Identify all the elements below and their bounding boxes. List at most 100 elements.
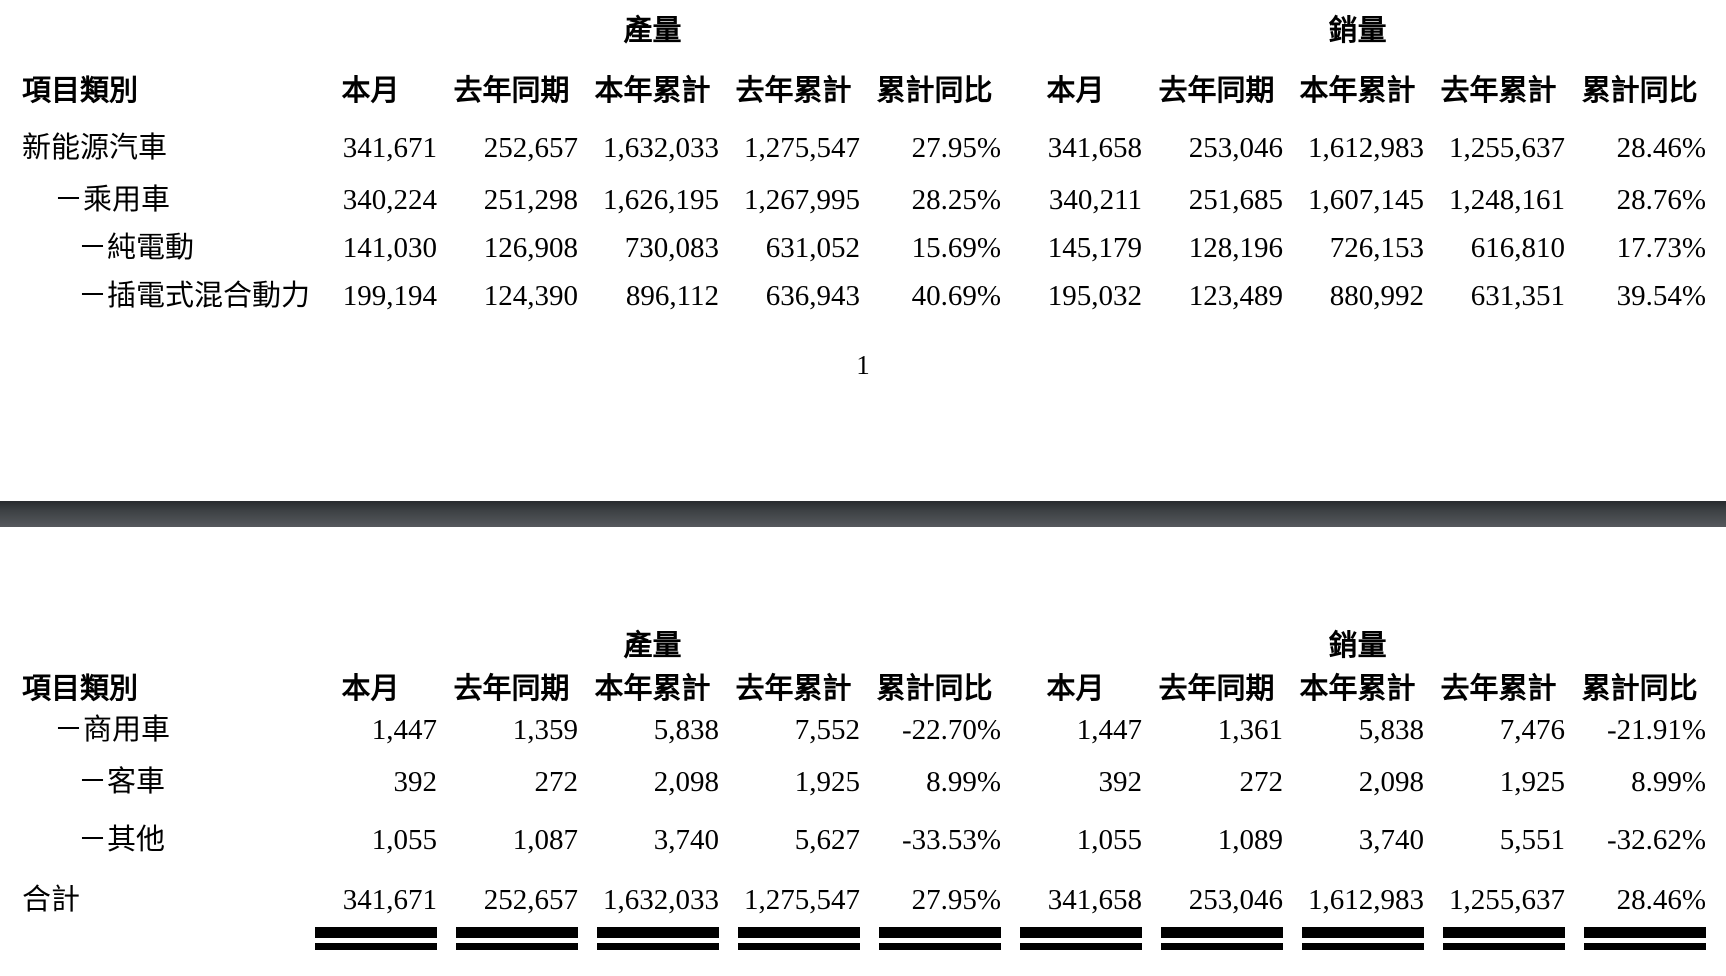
value-cell: 3,740	[1358, 824, 1425, 856]
total-value: 1,612,983	[1308, 884, 1425, 916]
total-value: 1,632,033	[603, 884, 719, 916]
value-cell: 1,055	[1076, 824, 1143, 856]
table-row: －插電式混合動力 199,194 124,390 896,112 636,943…	[0, 272, 1710, 320]
column-header-last-year-period: 去年同期	[1158, 673, 1275, 705]
total-value-cell: 1,275,547	[723, 869, 864, 961]
column-header-ytd: 本年累計	[1299, 75, 1416, 107]
value-cell: 896,112	[625, 280, 719, 312]
group-header-sales: 銷量	[1328, 15, 1387, 47]
value-cell: 1,361	[1217, 714, 1284, 746]
value-cell: 5,551	[1499, 824, 1566, 856]
value-cell: 392	[1098, 766, 1143, 798]
column-header-last-year-period: 去年同期	[453, 673, 570, 705]
total-value-cell: 341,671	[300, 869, 441, 961]
value-cell: 40.69%	[911, 280, 1002, 312]
value-cell: 631,351	[1470, 280, 1566, 312]
value-cell: 27.95%	[911, 132, 1002, 164]
value-cell: 340,211	[1048, 184, 1143, 216]
table-row: －商用車 1,447 1,359 5,838 7,552 -22.70% 1,4…	[0, 707, 1710, 753]
value-cell: 28.46%	[1616, 132, 1707, 164]
row-label: －乘用車	[54, 184, 171, 216]
total-value: 341,671	[342, 884, 437, 916]
value-cell: 1,632,033	[603, 132, 719, 164]
column-header-category: 項目類別	[22, 673, 139, 705]
value-cell: 272	[1239, 766, 1284, 798]
value-cell: 616,810	[1470, 232, 1566, 264]
value-cell: 5,627	[794, 824, 860, 856]
group-header-row: 產量 銷量	[0, 527, 1710, 671]
value-cell: 28.76%	[1616, 184, 1707, 216]
group-header-spacer	[0, 527, 300, 671]
column-header-month: 本月	[341, 673, 400, 705]
double-underline	[879, 927, 1002, 950]
pdf-page-2: 產量 銷量 項目類別 本月 去年同期 本年累計 去年累計 累計同比 本月 去年同…	[0, 527, 1726, 976]
value-cell: -33.53%	[901, 824, 1002, 856]
value-cell: 1,925	[1499, 766, 1566, 798]
double-underline	[1302, 927, 1425, 950]
value-cell: 195,032	[1047, 280, 1143, 312]
value-cell: 341,671	[342, 132, 437, 164]
row-label: －純電動	[78, 232, 195, 264]
total-value: 1,255,637	[1449, 884, 1566, 916]
double-underline	[315, 927, 437, 950]
value-cell: 123,489	[1188, 280, 1284, 312]
total-value: 252,657	[483, 884, 578, 916]
value-cell: 5,838	[653, 714, 719, 746]
table-row: －純電動 141,030 126,908 730,083 631,052 15.…	[0, 224, 1710, 272]
page-divider	[0, 501, 1726, 527]
value-cell: 272	[534, 766, 579, 798]
double-underline	[1584, 927, 1707, 950]
total-value-cell: 28.46%	[1569, 869, 1710, 961]
total-value-cell: 1,255,637	[1428, 869, 1569, 961]
value-cell: 726,153	[1329, 232, 1425, 264]
total-value: 253,046	[1188, 884, 1284, 916]
page-number: 1	[856, 350, 870, 380]
value-cell: 1,055	[371, 824, 437, 856]
value-cell: 8.99%	[1631, 766, 1707, 798]
value-cell: 1,248,161	[1449, 184, 1566, 216]
column-header-ytd: 本年累計	[594, 75, 711, 107]
total-value: 28.46%	[1616, 884, 1707, 916]
group-header-production: 產量	[623, 15, 682, 47]
value-cell: 2,098	[653, 766, 719, 798]
total-value-cell: 1,632,033	[582, 869, 723, 961]
value-cell: 1,267,995	[744, 184, 860, 216]
column-header-row: 項目類別 本月 去年同期 本年累計 去年累計 累計同比 本月 去年同期 本年累計…	[0, 671, 1710, 707]
value-cell: 251,298	[483, 184, 578, 216]
column-header-last-year-ytd: 去年累計	[1440, 75, 1557, 107]
group-header-production: 產量	[623, 630, 682, 662]
row-label: 新能源汽車	[22, 132, 168, 164]
value-cell: 1,089	[1217, 824, 1284, 856]
value-cell: 7,552	[794, 714, 860, 746]
value-cell: 730,083	[624, 232, 719, 264]
value-cell: 199,194	[342, 280, 437, 312]
value-cell: 145,179	[1047, 232, 1143, 264]
value-cell: 141,030	[342, 232, 437, 264]
value-cell: 2,098	[1358, 766, 1425, 798]
value-cell: 17.73%	[1616, 232, 1707, 264]
double-underline	[456, 927, 578, 950]
value-cell: 7,476	[1499, 714, 1566, 746]
column-header-month: 本月	[1046, 75, 1105, 107]
total-value-cell: 341,658	[1005, 869, 1146, 961]
column-header-yoy: 累計同比	[876, 673, 993, 705]
value-cell: 39.54%	[1616, 280, 1707, 312]
column-header-ytd: 本年累計	[594, 673, 711, 705]
value-cell: 1,255,637	[1449, 132, 1566, 164]
value-cell: -22.70%	[901, 714, 1002, 746]
table-row: －乘用車 340,224 251,298 1,626,195 1,267,995…	[0, 176, 1710, 224]
total-value: 27.95%	[911, 884, 1002, 916]
column-header-row: 項目類別 本月 去年同期 本年累計 去年累計 累計同比 本月 去年同期 本年累計…	[0, 62, 1710, 120]
column-header-ytd: 本年累計	[1299, 673, 1416, 705]
value-cell: -32.62%	[1607, 824, 1707, 856]
total-value: 1,275,547	[744, 884, 860, 916]
table-row: －客車 392 272 2,098 1,925 8.99% 392 272 2,…	[0, 753, 1710, 811]
double-underline	[1443, 927, 1566, 950]
group-header-row: 產量 銷量	[0, 0, 1710, 62]
value-cell: 1,359	[512, 714, 578, 746]
value-cell: 126,908	[483, 232, 578, 264]
value-cell: -21.91%	[1607, 714, 1707, 746]
value-cell: 392	[393, 766, 438, 798]
column-header-month: 本月	[1046, 673, 1105, 705]
value-cell: 128,196	[1188, 232, 1284, 264]
